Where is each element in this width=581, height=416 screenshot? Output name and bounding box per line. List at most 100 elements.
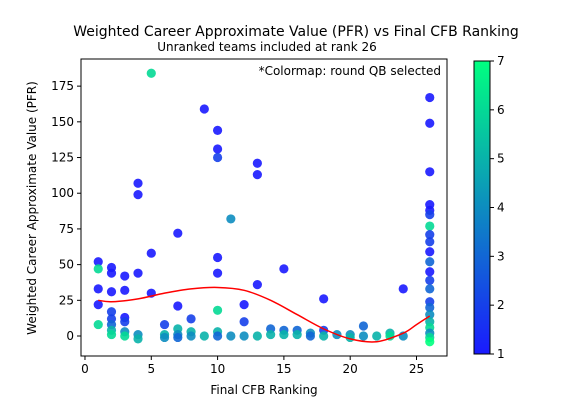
data-point xyxy=(239,317,249,327)
data-point xyxy=(226,331,236,341)
x-tick-label: 20 xyxy=(343,362,358,376)
colorbar-tick-label: 2 xyxy=(497,298,505,312)
data-point xyxy=(425,337,435,347)
data-point xyxy=(120,317,130,327)
colorbar-tick-label: 7 xyxy=(497,54,505,68)
data-point xyxy=(106,329,117,340)
data-point xyxy=(425,118,435,128)
data-point xyxy=(106,268,117,278)
data-point xyxy=(425,275,435,285)
data-point xyxy=(252,331,262,341)
data-point xyxy=(212,268,223,278)
data-point xyxy=(239,331,249,341)
colorbar xyxy=(473,60,491,355)
data-point xyxy=(425,167,435,177)
data-point xyxy=(173,301,183,311)
data-point xyxy=(120,331,130,341)
data-point xyxy=(106,287,117,297)
data-point xyxy=(239,299,249,310)
data-point xyxy=(199,331,209,341)
colorbar-tick-label: 1 xyxy=(497,347,505,361)
data-point xyxy=(120,271,130,281)
data-point xyxy=(146,68,156,78)
plot-frame xyxy=(80,58,448,357)
colorbar-tick-label: 4 xyxy=(497,201,505,215)
data-point xyxy=(292,329,302,340)
y-tick-label: 175 xyxy=(51,79,74,93)
data-point xyxy=(319,331,329,341)
x-axis-label: Final CFB Ranking xyxy=(210,383,317,397)
trend-line xyxy=(98,286,431,343)
data-point xyxy=(425,257,435,267)
data-point xyxy=(425,230,435,240)
data-point xyxy=(93,257,103,267)
colorbar-tick-label: 5 xyxy=(497,152,505,166)
x-axis-ticks: 0 5 10 15 20 25 xyxy=(81,356,424,376)
y-tick-label: 125 xyxy=(51,151,74,165)
colormap-annotation: *Colormap: round QB selected xyxy=(259,64,441,78)
data-point xyxy=(173,332,183,343)
chart-title: Weighted Career Approximate Value (PFR) … xyxy=(73,24,519,40)
y-axis-ticks: 0 25 50 75 100 125 150 175 xyxy=(51,79,81,343)
data-point xyxy=(212,305,223,315)
data-point xyxy=(212,252,223,263)
data-point xyxy=(186,314,196,324)
data-point xyxy=(266,329,276,340)
data-point xyxy=(398,284,408,294)
y-tick-label: 150 xyxy=(51,115,74,129)
data-point xyxy=(372,331,382,341)
y-tick-label: 25 xyxy=(59,293,74,307)
data-point xyxy=(425,92,435,103)
x-tick-label: 15 xyxy=(276,362,291,376)
data-point xyxy=(146,248,156,258)
data-point xyxy=(425,247,435,257)
data-point xyxy=(133,334,143,344)
y-tick-label: 0 xyxy=(66,329,74,343)
data-point xyxy=(305,331,316,341)
data-point xyxy=(279,264,289,274)
data-point xyxy=(93,264,103,274)
data-point xyxy=(212,125,223,135)
data-point xyxy=(425,284,435,294)
data-point xyxy=(252,158,262,168)
data-point xyxy=(133,268,143,278)
data-point xyxy=(425,237,435,247)
x-tick-label: 0 xyxy=(81,362,89,376)
data-point xyxy=(252,280,262,290)
data-point xyxy=(199,104,209,114)
data-point xyxy=(212,331,223,341)
data-point xyxy=(226,214,236,224)
data-point xyxy=(358,331,369,341)
chart-subtitle: Unranked teams included at rank 26 xyxy=(157,40,377,54)
y-axis-label: Weighted Career Approximate Value (PFR) xyxy=(25,81,39,335)
data-point xyxy=(133,178,143,188)
data-point xyxy=(93,299,103,310)
colorbar-tick-label: 3 xyxy=(497,249,505,263)
data-point xyxy=(159,332,170,343)
y-tick-label: 75 xyxy=(59,222,74,236)
data-point xyxy=(106,307,117,317)
data-point xyxy=(425,221,435,231)
y-tick-label: 100 xyxy=(51,186,74,200)
data-point xyxy=(252,170,262,180)
data-point xyxy=(93,319,103,330)
data-point xyxy=(425,302,435,313)
data-point xyxy=(425,267,435,277)
data-point xyxy=(93,284,103,294)
data-point xyxy=(319,294,329,304)
plot-area xyxy=(93,68,435,347)
y-tick-label: 50 xyxy=(59,258,74,272)
data-point xyxy=(212,144,223,154)
x-tick-label: 25 xyxy=(409,362,424,376)
data-point xyxy=(279,329,289,340)
data-point xyxy=(186,331,196,341)
colorbar-tick-label: 6 xyxy=(497,103,505,117)
data-point xyxy=(425,210,435,220)
data-point xyxy=(133,190,143,200)
data-point xyxy=(173,228,183,238)
x-tick-label: 10 xyxy=(210,362,225,376)
data-point xyxy=(358,321,369,331)
data-point xyxy=(120,285,130,295)
colorbar-ticks: 1 2 3 4 5 6 7 xyxy=(490,54,505,361)
